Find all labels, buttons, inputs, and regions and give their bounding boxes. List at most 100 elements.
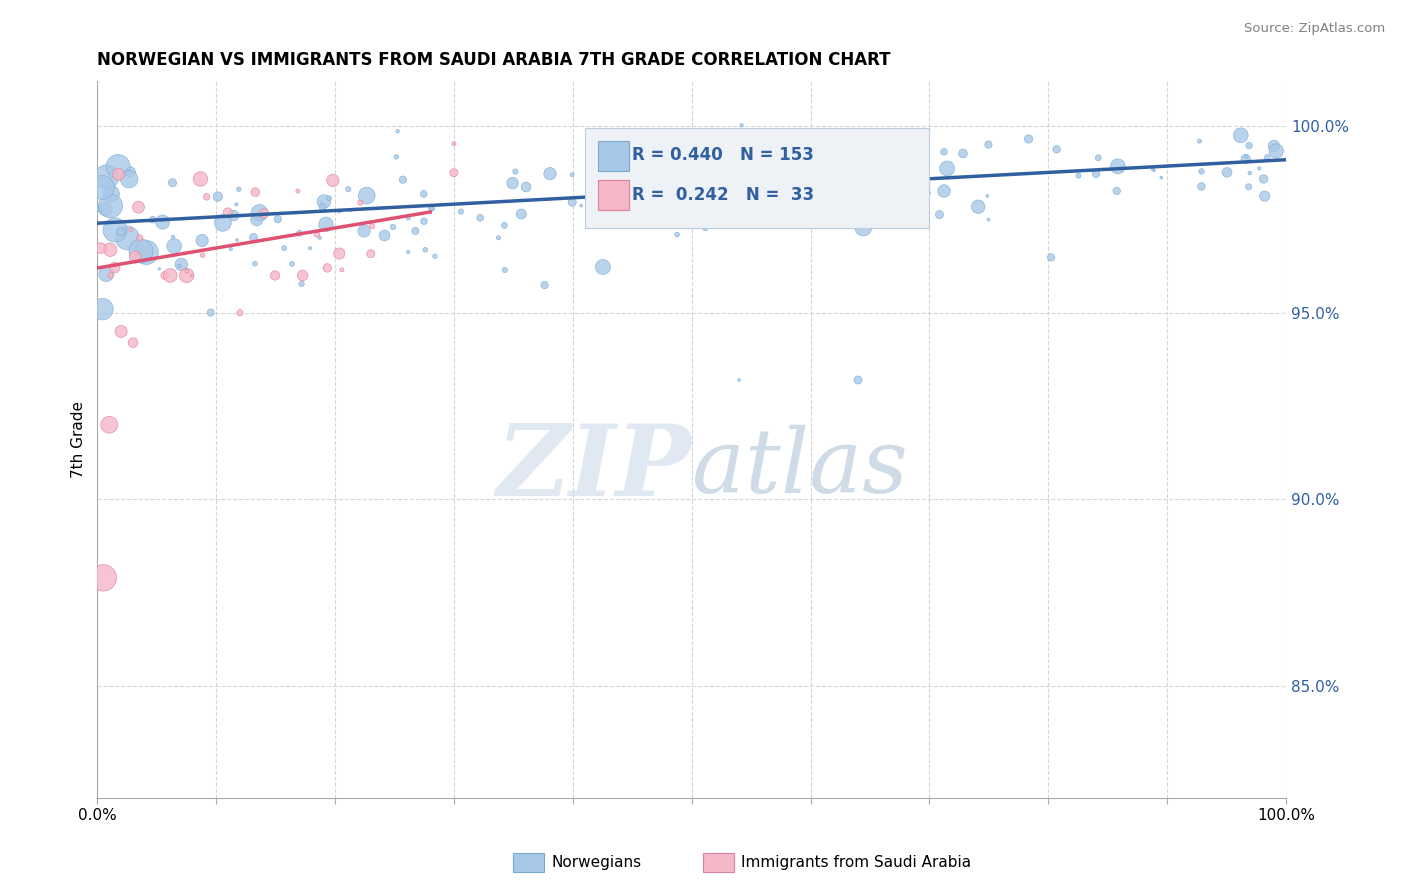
- Point: [349, 195, 371, 210]
- Point: [1046, 142, 1069, 156]
- Point: [118, 172, 141, 186]
- Point: [299, 241, 322, 255]
- Point: [311, 200, 333, 214]
- Point: [932, 184, 955, 198]
- Point: [128, 231, 150, 245]
- Point: [844, 187, 866, 202]
- Point: [1256, 150, 1278, 164]
- Point: [337, 182, 360, 196]
- Point: [1234, 149, 1257, 163]
- Point: [1142, 161, 1164, 176]
- Point: [592, 260, 614, 274]
- Point: [505, 164, 527, 178]
- Point: [245, 185, 267, 199]
- Point: [91, 302, 114, 317]
- Point: [538, 167, 561, 181]
- Point: [249, 206, 271, 220]
- Point: [1188, 134, 1211, 148]
- Point: [374, 228, 396, 243]
- Point: [225, 197, 247, 211]
- Point: [450, 204, 472, 219]
- Point: [353, 224, 375, 238]
- Y-axis label: 7th Grade: 7th Grade: [72, 401, 86, 478]
- Point: [312, 194, 335, 209]
- Point: [222, 209, 245, 223]
- Point: [135, 245, 157, 260]
- Point: [928, 208, 950, 222]
- Point: [212, 216, 235, 230]
- Point: [1265, 144, 1288, 158]
- Point: [181, 268, 204, 283]
- Point: [104, 223, 127, 237]
- Point: [162, 176, 184, 190]
- Point: [420, 201, 443, 215]
- Text: NORWEGIAN VS IMMIGRANTS FROM SAUDI ARABIA 7TH GRADE CORRELATION CHART: NORWEGIAN VS IMMIGRANTS FROM SAUDI ARABI…: [97, 51, 891, 69]
- Point: [494, 263, 516, 277]
- Point: [249, 211, 271, 226]
- Point: [852, 220, 875, 235]
- Point: [851, 145, 873, 159]
- Point: [229, 306, 252, 320]
- Point: [606, 175, 628, 189]
- Point: [488, 231, 510, 245]
- Point: [242, 230, 264, 244]
- Point: [153, 268, 176, 283]
- Point: [191, 234, 214, 248]
- Text: R =  0.242   N =  33: R = 0.242 N = 33: [633, 186, 814, 203]
- Point: [124, 250, 146, 264]
- Text: atlas: atlas: [692, 425, 907, 512]
- Point: [494, 219, 516, 233]
- FancyBboxPatch shape: [598, 141, 628, 171]
- Point: [273, 241, 295, 255]
- Point: [267, 212, 290, 227]
- Point: [385, 150, 408, 164]
- Point: [730, 119, 752, 133]
- Point: [865, 146, 887, 161]
- Point: [412, 186, 434, 201]
- Point: [763, 125, 786, 139]
- Point: [903, 191, 925, 205]
- Point: [356, 188, 378, 202]
- Point: [713, 171, 735, 186]
- Point: [142, 212, 165, 227]
- Point: [633, 207, 655, 221]
- Text: ZIP: ZIP: [496, 420, 692, 516]
- Point: [387, 124, 409, 138]
- Point: [682, 190, 704, 204]
- Point: [288, 226, 311, 240]
- Point: [404, 224, 426, 238]
- Point: [290, 277, 312, 291]
- Point: [228, 182, 250, 196]
- Point: [339, 203, 361, 218]
- Point: [226, 233, 249, 247]
- Point: [392, 172, 415, 186]
- Point: [1067, 169, 1090, 183]
- Point: [152, 215, 174, 229]
- Text: Immigrants from Saudi Arabia: Immigrants from Saudi Arabia: [741, 855, 972, 870]
- Point: [582, 157, 605, 171]
- Point: [217, 205, 239, 219]
- Point: [936, 161, 959, 176]
- Point: [110, 225, 132, 239]
- Point: [1018, 132, 1040, 146]
- Point: [1150, 170, 1173, 185]
- Point: [330, 263, 353, 277]
- Point: [322, 173, 344, 187]
- Point: [695, 221, 717, 235]
- Point: [1254, 189, 1277, 203]
- Point: [148, 261, 170, 276]
- Point: [423, 249, 446, 263]
- Point: [100, 186, 122, 201]
- Point: [104, 260, 127, 275]
- Point: [470, 211, 492, 225]
- Point: [515, 180, 537, 194]
- Point: [561, 168, 583, 182]
- Point: [120, 165, 142, 179]
- Point: [1087, 151, 1109, 165]
- Point: [918, 186, 941, 200]
- Point: [977, 212, 1000, 227]
- Point: [176, 268, 198, 283]
- Point: [1239, 166, 1261, 180]
- Point: [910, 171, 932, 186]
- Point: [1040, 251, 1063, 265]
